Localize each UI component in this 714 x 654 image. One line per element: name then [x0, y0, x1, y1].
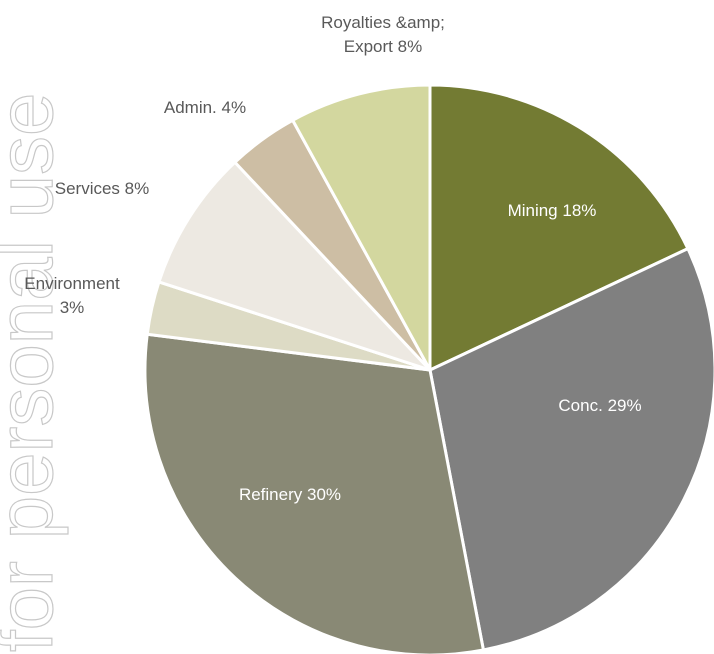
- slice-label: Conc. 29%: [510, 394, 690, 418]
- slice-label: Refinery 30%: [200, 483, 380, 507]
- category-label: Royalties &amp; Export: [321, 13, 445, 56]
- slice-label: Admin. 4%: [115, 96, 295, 120]
- pie-slice: [428, 247, 714, 652]
- slice-label: Environment 3%: [12, 272, 132, 320]
- slice-label: Royalties &amp; Export 8%: [318, 11, 448, 59]
- value-label: 30%: [307, 485, 342, 504]
- category-label: Mining: [507, 201, 558, 220]
- value-label: 8%: [397, 37, 423, 56]
- value-label: 8%: [124, 179, 150, 198]
- category-label: Environment: [24, 274, 120, 293]
- value-label: 3%: [59, 298, 85, 317]
- category-label: Admin.: [163, 98, 217, 117]
- pie-slice: [428, 83, 690, 372]
- pie-slice: [291, 83, 432, 372]
- value-label: 4%: [221, 98, 247, 117]
- value-label: 29%: [607, 396, 642, 415]
- pie-slice: [143, 332, 485, 654]
- pie-slice: [157, 160, 432, 372]
- value-label: 18%: [562, 201, 597, 220]
- watermark: for personal use: [0, 93, 69, 652]
- category-label: Services: [54, 179, 120, 198]
- category-label: Conc.: [558, 396, 603, 415]
- category-label: Refinery: [238, 485, 303, 504]
- slice-label: Mining 18%: [462, 199, 642, 223]
- slice-label: Services 8%: [12, 177, 192, 201]
